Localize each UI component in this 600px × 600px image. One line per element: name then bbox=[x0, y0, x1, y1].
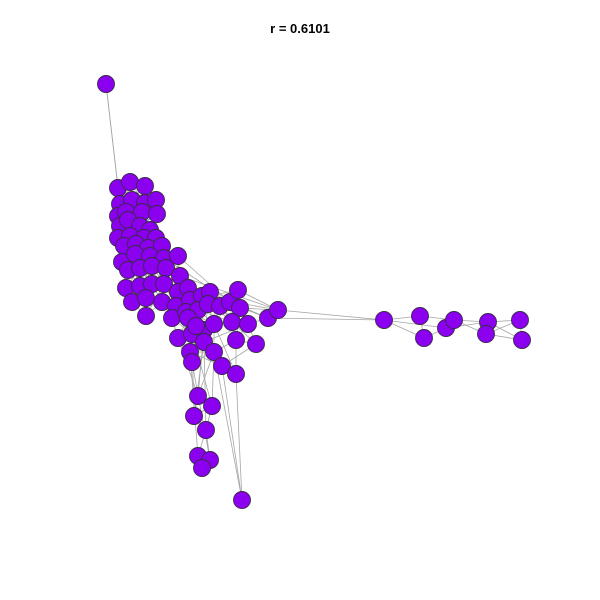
node bbox=[511, 311, 529, 329]
edge bbox=[267, 317, 385, 321]
node bbox=[411, 307, 429, 325]
node bbox=[375, 311, 393, 329]
edge bbox=[221, 365, 243, 501]
edge bbox=[213, 323, 237, 375]
node bbox=[227, 331, 245, 349]
node bbox=[477, 325, 495, 343]
node bbox=[513, 331, 531, 349]
node bbox=[137, 307, 155, 325]
node bbox=[223, 313, 241, 331]
node bbox=[445, 311, 463, 329]
node-layer bbox=[97, 75, 531, 509]
edge-layer bbox=[105, 83, 523, 501]
node bbox=[269, 301, 287, 319]
node bbox=[193, 459, 211, 477]
edge bbox=[179, 275, 279, 311]
node bbox=[183, 353, 201, 371]
edge bbox=[211, 351, 215, 407]
node bbox=[203, 397, 221, 415]
node bbox=[187, 317, 205, 335]
node bbox=[148, 205, 166, 223]
node bbox=[197, 421, 215, 439]
node bbox=[189, 387, 207, 405]
node bbox=[415, 329, 433, 347]
node bbox=[205, 315, 223, 333]
node bbox=[231, 299, 249, 317]
node bbox=[137, 289, 155, 307]
edge bbox=[177, 255, 231, 303]
node bbox=[229, 281, 247, 299]
node bbox=[136, 177, 154, 195]
edge bbox=[213, 351, 243, 501]
node bbox=[233, 491, 251, 509]
node bbox=[185, 407, 203, 425]
node bbox=[155, 275, 173, 293]
node bbox=[239, 315, 257, 333]
node bbox=[247, 335, 265, 353]
node bbox=[121, 173, 139, 191]
node bbox=[169, 247, 187, 265]
node bbox=[97, 75, 115, 93]
edge bbox=[277, 309, 385, 321]
node bbox=[227, 365, 245, 383]
node bbox=[205, 343, 223, 361]
edge bbox=[235, 373, 243, 501]
edge bbox=[383, 319, 447, 329]
node bbox=[213, 357, 231, 375]
plot-title: r = 0.6101 bbox=[270, 21, 330, 36]
